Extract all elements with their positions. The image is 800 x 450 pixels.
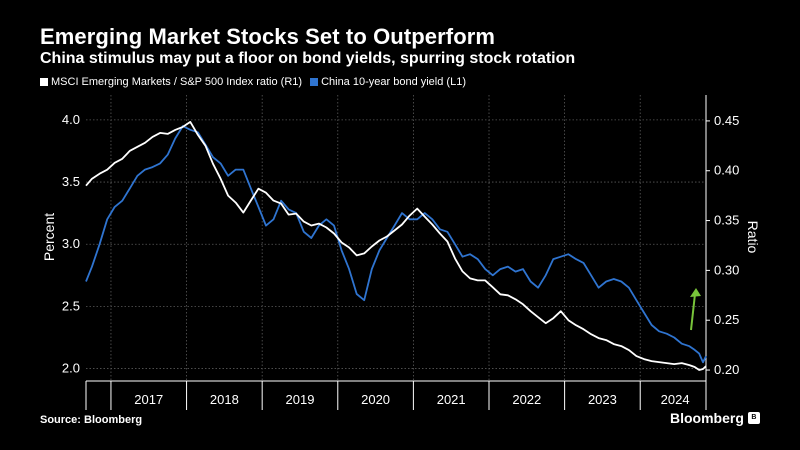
chart-subtitle: China stimulus may put a floor on bond y… — [40, 50, 576, 67]
x-tick-label: 2017 — [134, 392, 163, 407]
right-tick-label: 0.20 — [714, 362, 739, 377]
left-tick-label: 4.0 — [62, 112, 80, 127]
brand-mark-icon: B — [747, 412, 760, 424]
x-tick-label: 2023 — [588, 392, 617, 407]
arrow-shaft — [690, 293, 696, 331]
legend-item-yield: China 10-year bond yield (L1) — [310, 76, 466, 88]
legend-label-yield: China 10-year bond yield (L1) — [321, 76, 466, 88]
right-tick-label: 0.25 — [714, 312, 739, 327]
legend-swatch-yield — [310, 78, 319, 86]
gridlines — [86, 95, 706, 381]
left-tick-label: 3.0 — [62, 236, 80, 251]
chart-title: Emerging Market Stocks Set to Outperform — [40, 24, 496, 49]
series-line-yield — [85, 125, 707, 364]
left-tick-label: 3.5 — [62, 174, 80, 189]
series-line-ratio — [85, 121, 707, 371]
source-note: Source: Bloomberg — [40, 414, 143, 426]
brand-logo: Bloomberg B — [670, 410, 760, 426]
left-tick-label: 2.0 — [62, 361, 80, 376]
x-tick-label: 2019 — [286, 392, 315, 407]
annotation-arrow-icon — [690, 288, 701, 331]
left-axis-ticks: 2.0 2.5 3.0 3.5 4.0 — [62, 112, 80, 376]
arrow-head — [690, 288, 701, 297]
x-axis: 2017 2018 2019 2020 2021 2022 2023 2024 — [85, 380, 707, 410]
right-tick-label: 0.30 — [714, 262, 739, 277]
x-tick-label: 2020 — [361, 392, 390, 407]
legend-item-ratio: MSCI Emerging Markets / S&P 500 Index ra… — [40, 76, 302, 88]
legend-swatch-ratio — [40, 78, 48, 86]
right-axis-ticks: 0.20 0.25 0.30 0.35 0.40 0.45 — [705, 95, 739, 381]
right-tick-label: 0.35 — [714, 213, 739, 228]
right-tick-label: 0.45 — [714, 113, 739, 128]
x-tick-label: 2024 — [661, 392, 690, 407]
left-tick-label: 2.5 — [62, 298, 80, 313]
right-axis-label: Ratio — [745, 221, 761, 254]
brand-name: Bloomberg — [670, 410, 744, 426]
left-axis-label: Percent — [41, 213, 57, 261]
x-tick-label: 2022 — [512, 392, 541, 407]
legend-label-ratio: MSCI Emerging Markets / S&P 500 Index ra… — [51, 76, 303, 88]
x-tick-label: 2021 — [437, 392, 466, 407]
x-tick-label: 2018 — [210, 392, 239, 407]
legend: MSCI Emerging Markets / S&P 500 Index ra… — [40, 76, 468, 88]
right-tick-label: 0.40 — [714, 163, 739, 178]
